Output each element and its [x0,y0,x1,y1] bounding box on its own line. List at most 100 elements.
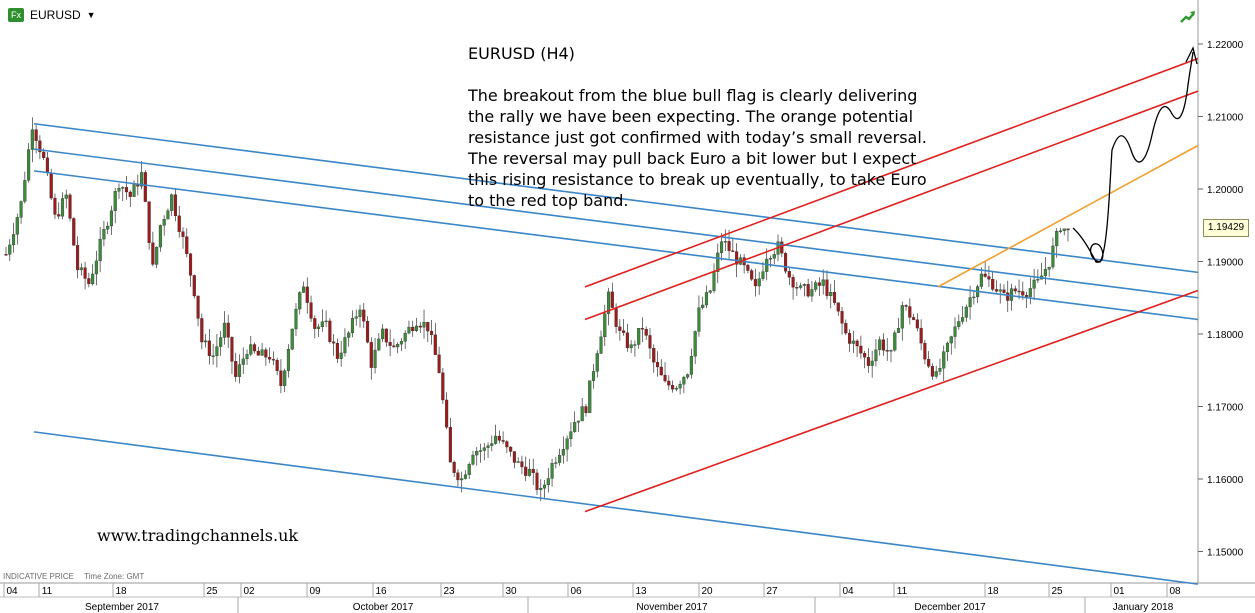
candle-up [215,346,219,356]
candle-up [482,447,486,451]
candle-up [633,344,637,346]
candle-up [546,478,550,486]
candle-up [561,449,565,456]
candle-down [365,321,370,343]
candle-up [350,318,355,334]
symbol-selector[interactable]: Fx EURUSD ▼ [8,8,96,22]
candle-up [19,201,23,218]
price-type-label: INDICATIVE PRICE [3,572,74,581]
candle-up [117,188,121,192]
candle-down [866,357,870,366]
candle-down [441,372,445,401]
candle-down [388,342,392,346]
candle-up [460,478,464,481]
annotation-title: EURUSD (H4) [468,44,575,63]
annotation-body: The breakout from the blue bull flag is … [468,86,927,210]
candle-up [98,238,102,262]
y-tick-label: 1.16000 [1207,475,1244,486]
candle-up [294,308,298,330]
candle-down [618,326,622,331]
candle-up [554,462,558,464]
candle-down [384,328,388,343]
dropdown-caret-icon[interactable]: ▼ [86,10,96,20]
blue-trendline [33,148,1199,299]
candle-up [678,384,682,389]
candle-up [354,316,358,319]
candle-down [784,253,788,272]
candle-down [128,191,132,197]
x-tick-label: 25 [206,586,218,597]
website-label: www.tradingchannels.uk [97,526,299,545]
candle-up [599,336,603,354]
candle-down [840,311,844,324]
projection-arrowhead [1185,46,1198,65]
candle-up [550,463,554,479]
trend-up-icon[interactable] [1180,10,1196,24]
candle-up [870,360,874,366]
candle-up [716,252,720,272]
candle-down [983,273,987,277]
candle-down [196,295,200,319]
candle-up [689,356,693,375]
candle-up [407,326,411,334]
candle-down [181,231,185,237]
candle-up [8,244,12,255]
candle-up [132,183,136,197]
candle-down [264,349,268,358]
candle-up [934,371,938,377]
candle-up [347,332,351,338]
candle-down [445,399,449,428]
candle-up [1062,228,1066,231]
candle-down [753,279,757,287]
candle-down [610,291,614,308]
candle-up [761,271,765,279]
candle-down [143,172,147,202]
candle-down [68,194,72,219]
x-tick-label: 06 [570,586,582,597]
month-label: October 2017 [353,602,414,613]
month-label: November 2017 [636,602,708,613]
y-tick-label: 1.19000 [1207,258,1244,269]
candle-down [648,335,652,349]
candle-down [987,276,991,280]
candle-up [286,349,290,371]
blue-trendline [33,122,1199,274]
candle-down [848,332,852,344]
candle-up [60,198,65,217]
candle-down [1021,291,1025,296]
candle-up [1009,288,1014,301]
candle-down [750,270,754,280]
candle-down [817,282,821,286]
candle-up [637,327,641,345]
candle-up [245,354,249,360]
candle-up [109,210,113,227]
candle-up [516,461,520,463]
candle-down [614,307,618,327]
candle-up [260,349,264,356]
candle-down [53,197,57,215]
candle-up [607,291,611,314]
candle-up [682,377,686,385]
candle-down [863,353,867,358]
candle-down [912,317,916,320]
candle-up [998,289,1002,292]
candle-up [106,225,110,230]
candle-up [896,328,901,333]
candle-down [915,319,919,329]
candle-down [1066,228,1070,231]
y-tick-label: 1.20000 [1207,185,1244,196]
candle-up [91,273,95,285]
candle-down [87,278,91,285]
candle-up [113,191,117,211]
candle-down [885,350,889,352]
candle-up [170,194,174,211]
candle-up [219,337,223,347]
candle-up [768,258,773,260]
candle-down [313,318,317,329]
candle-up [957,321,961,327]
candle-down [904,305,908,307]
candle-up [102,229,106,240]
candle-down [780,241,784,254]
candle-up [1051,245,1055,268]
